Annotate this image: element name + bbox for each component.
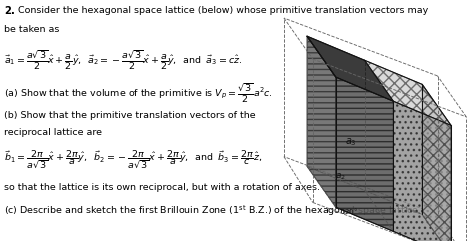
Text: (c) Describe and sketch the first Brillouin Zone (1$^{\mathrm{st}}$ B.Z.) of the: (c) Describe and sketch the first Brillo… <box>4 204 422 218</box>
Text: $120°$: $120°$ <box>340 206 358 216</box>
Text: be taken as: be taken as <box>4 25 60 34</box>
Text: 2.: 2. <box>4 6 15 16</box>
Polygon shape <box>307 166 451 241</box>
Polygon shape <box>307 36 393 101</box>
Text: Consider the hexagonal space lattice (below) whose primitive translation vectors: Consider the hexagonal space lattice (be… <box>18 6 428 15</box>
Polygon shape <box>307 36 336 207</box>
Polygon shape <box>422 84 451 241</box>
Text: $\vec{a}_1 = \dfrac{a\sqrt{3}}{2}\hat{x}+\dfrac{a}{2}\hat{y},\;\;\vec{a}_2 = -\d: $\vec{a}_1 = \dfrac{a\sqrt{3}}{2}\hat{x}… <box>4 48 243 72</box>
Text: (a) Show that the volume of the primitive is $V_p = \dfrac{\sqrt{3}}{2}a^2c.$: (a) Show that the volume of the primitiv… <box>4 82 273 106</box>
Polygon shape <box>307 36 422 214</box>
Text: $a_3$: $a_3$ <box>346 136 357 148</box>
Text: (b) Show that the primitive translation vectors of the: (b) Show that the primitive translation … <box>4 111 256 120</box>
Text: $a_2$: $a_2$ <box>335 171 346 182</box>
Polygon shape <box>393 101 451 241</box>
Text: so that the lattice is its own reciprocal, but with a rotation of axes.: so that the lattice is its own reciproca… <box>4 183 320 192</box>
Polygon shape <box>336 77 393 231</box>
Polygon shape <box>365 60 451 125</box>
Text: reciprocal lattice are: reciprocal lattice are <box>4 128 102 137</box>
Text: $\vec{b}_1 = \dfrac{2\pi}{a\sqrt{3}}\hat{x}+\dfrac{2\pi}{a}\hat{y},\;\;\vec{b}_2: $\vec{b}_1 = \dfrac{2\pi}{a\sqrt{3}}\hat… <box>4 148 263 170</box>
